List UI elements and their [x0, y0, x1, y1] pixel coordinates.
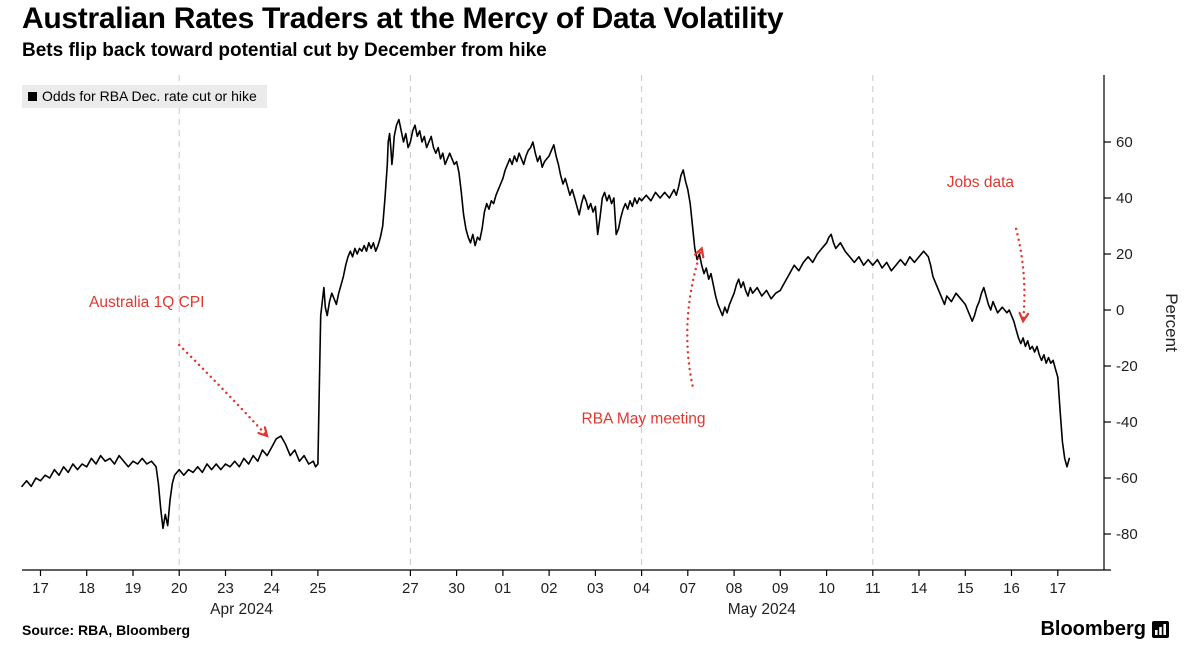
x-tick-label: 19 [125, 580, 142, 597]
x-tick-label: 15 [957, 580, 974, 597]
x-tick-label: 24 [263, 580, 280, 597]
x-tick-label: 01 [495, 580, 512, 597]
annotation-arrow [1014, 227, 1026, 323]
x-tick-label: 27 [402, 580, 419, 597]
y-tick-label: 60 [1116, 134, 1133, 151]
chart-legend: Odds for RBA Dec. rate cut or hike [22, 85, 267, 108]
brand-text: Bloomberg [1040, 618, 1146, 640]
annotation-arrow [686, 247, 703, 387]
page-title: Australian Rates Traders at the Mercy of… [22, 2, 784, 35]
y-tick-label: -40 [1116, 414, 1138, 431]
x-tick-label: 16 [1003, 580, 1020, 597]
series-line [21, 118, 1071, 530]
x-tick-label: 23 [217, 580, 234, 597]
x-tick-label: 07 [679, 580, 696, 597]
x-tick-label: 10 [818, 580, 835, 597]
y-tick-label: -60 [1116, 470, 1138, 487]
x-tick-label: 20 [171, 580, 188, 597]
y-tick-label: -80 [1116, 526, 1138, 543]
y-tick-label: 40 [1116, 190, 1133, 207]
annotation-label: Australia 1Q CPI [89, 294, 204, 311]
annotation-label: RBA May meeting [582, 410, 706, 427]
x-tick-label: 25 [310, 580, 327, 597]
x-tick-label: 03 [587, 580, 604, 597]
x-tick-label: 08 [726, 580, 743, 597]
x-tick-label: 17 [1049, 580, 1066, 597]
y-tick-label: 20 [1116, 246, 1133, 263]
y-tick-label: -20 [1116, 358, 1138, 375]
annotation-arrowhead [1018, 311, 1030, 324]
x-tick-label: 04 [633, 580, 650, 597]
x-tick-label: 14 [911, 580, 928, 597]
x-tick-label: 18 [78, 580, 95, 597]
annotation-label: Jobs data [947, 174, 1015, 191]
legend-label: Odds for RBA Dec. rate cut or hike [42, 88, 257, 104]
x-tick-label: 02 [541, 580, 558, 597]
x-tick-label: 11 [865, 580, 881, 597]
x-tick-label: 17 [32, 580, 49, 597]
bloomberg-logo-icon [1152, 621, 1169, 638]
x-tick-label: 30 [448, 580, 465, 597]
x-axis-month-label: Apr 2024 [210, 601, 273, 618]
page-subtitle: Bets flip back toward potential cut by D… [22, 40, 547, 61]
y-tick-label: 0 [1116, 302, 1124, 319]
annotation-arrowhead [257, 426, 269, 438]
x-axis-month-label: May 2024 [728, 601, 796, 618]
annotation-arrow [178, 343, 269, 438]
annotation-arrowhead [694, 246, 705, 259]
bloomberg-wordmark: Bloomberg [1040, 618, 1169, 641]
y-axis-title: Percent [1162, 293, 1181, 352]
source-text: Source: RBA, Bloomberg [22, 622, 191, 638]
x-tick-label: 09 [772, 580, 789, 597]
series-marker-icon [28, 91, 37, 101]
